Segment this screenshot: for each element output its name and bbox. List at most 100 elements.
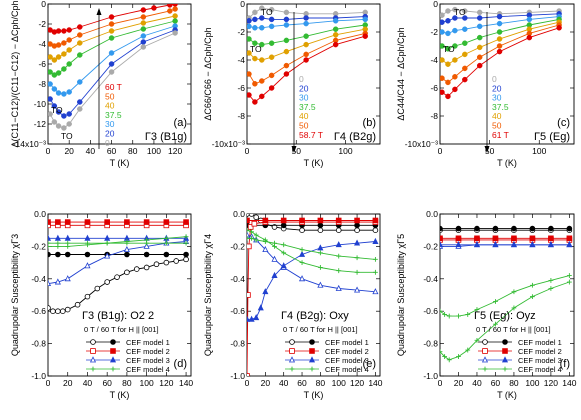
data-point [566,279,572,285]
data-point [48,81,53,87]
x-tick-label: 120 [168,146,182,156]
data-point [452,86,458,93]
field-label: 58.7 T [299,130,323,140]
x-tick-label: 40 [279,378,289,388]
data-point [247,235,250,241]
y-tick-label: -0.4 [230,274,245,284]
x-tick-label: 0 [46,378,51,388]
series-line [441,21,560,65]
legend-marker [90,339,96,345]
data-point [61,113,67,119]
field-label: 0 [492,74,497,84]
data-point [172,18,178,24]
irrep-label: Γ4 (B2g): Oxy [281,310,349,322]
field-label: 30 [105,119,115,129]
data-point [55,251,61,258]
panel-label: (e) [363,358,376,370]
data-point [247,231,251,238]
y-tick-label: 0.0 [34,209,46,219]
data-point [55,109,62,115]
y-axis-label: Quadrupolar Susceptibility χΓ3 [10,234,20,356]
x-tick-label: 50 [292,146,302,156]
data-point [48,240,51,246]
data-point [253,237,259,243]
data-point [247,71,252,77]
legend-marker [502,348,508,354]
data-point [54,234,61,241]
data-point [94,285,101,292]
y-tick-label: 0 [433,0,438,9]
data-point [474,337,480,343]
data-point [183,240,189,246]
legend-marker [502,339,508,345]
data-point [61,51,67,57]
x-tick-label: 100 [525,378,539,388]
data-point [476,44,483,51]
y-tick-label: -10 [34,99,47,109]
legend-marker [309,366,315,372]
data-point [61,28,67,34]
legend-marker [289,339,295,345]
data-point [283,62,290,69]
data-point [48,54,53,60]
data-point [183,219,189,225]
data-point [462,76,468,83]
data-point [163,259,170,266]
data-point [85,240,90,246]
data-point [440,75,445,81]
data-point [247,18,252,24]
x-tick-label: 60 [107,146,117,156]
data-point [183,251,189,258]
data-point [474,235,480,242]
data-point [51,103,58,109]
data-point [511,289,517,295]
chart-panel-d: 0 20 40 60 80 100 120 140 -1.0 -0.8 -0.6 -0.4 -0.2 0.… [10,209,193,400]
data-point [167,8,173,14]
data-point [354,255,360,261]
data-point [496,29,503,35]
legend-marker [90,348,96,354]
data-point [548,278,554,283]
data-point [283,71,290,77]
data-point [104,279,110,285]
data-point [440,241,444,248]
data-point [77,52,83,58]
series-line [48,258,187,312]
field-label: 20 [299,83,309,93]
data-point [445,8,451,14]
data-point [55,42,62,48]
data-point [66,89,72,95]
y-tick-label: -1.0 [423,371,438,381]
data-point [61,91,67,97]
x-tick-label: 100 [140,378,154,388]
irrep-label: Γ5 (Eg): Oyz [474,310,536,322]
data-point [462,26,468,32]
legend-marker [288,356,296,363]
data-point [65,240,71,246]
x-tick-label: 120 [159,378,173,388]
data-point [140,7,147,13]
data-point [442,312,448,317]
data-point [77,32,83,38]
y-tick-label: -4 [237,55,245,65]
data-point [476,15,483,21]
to-label-2: TO [443,44,455,54]
data-point [144,240,150,246]
data-point [332,18,339,24]
legend-marker [482,339,488,345]
data-point [262,217,269,224]
legend-label: CEF model 1 [325,338,369,347]
data-point [271,224,278,230]
data-point [55,308,61,315]
data-point [511,225,517,232]
to-label: TO [454,7,466,17]
chart-panel-c: 0 50 100 -10x10⁻³ -8 -6 -4 -2 0 T (K) ΔC44/C44 − Δ… [396,0,575,168]
y-tick-label: -0.8 [31,339,46,349]
data-point [496,36,503,42]
y-axis-label: Quadrupolar Susceptibility χΓ5 [396,234,406,356]
y-tick-label: -10x10⁻³ [405,139,438,149]
x-tick-label: 120 [544,378,558,388]
data-point [77,40,83,46]
data-point [104,240,110,246]
y-tick-label: -8 [237,111,245,121]
